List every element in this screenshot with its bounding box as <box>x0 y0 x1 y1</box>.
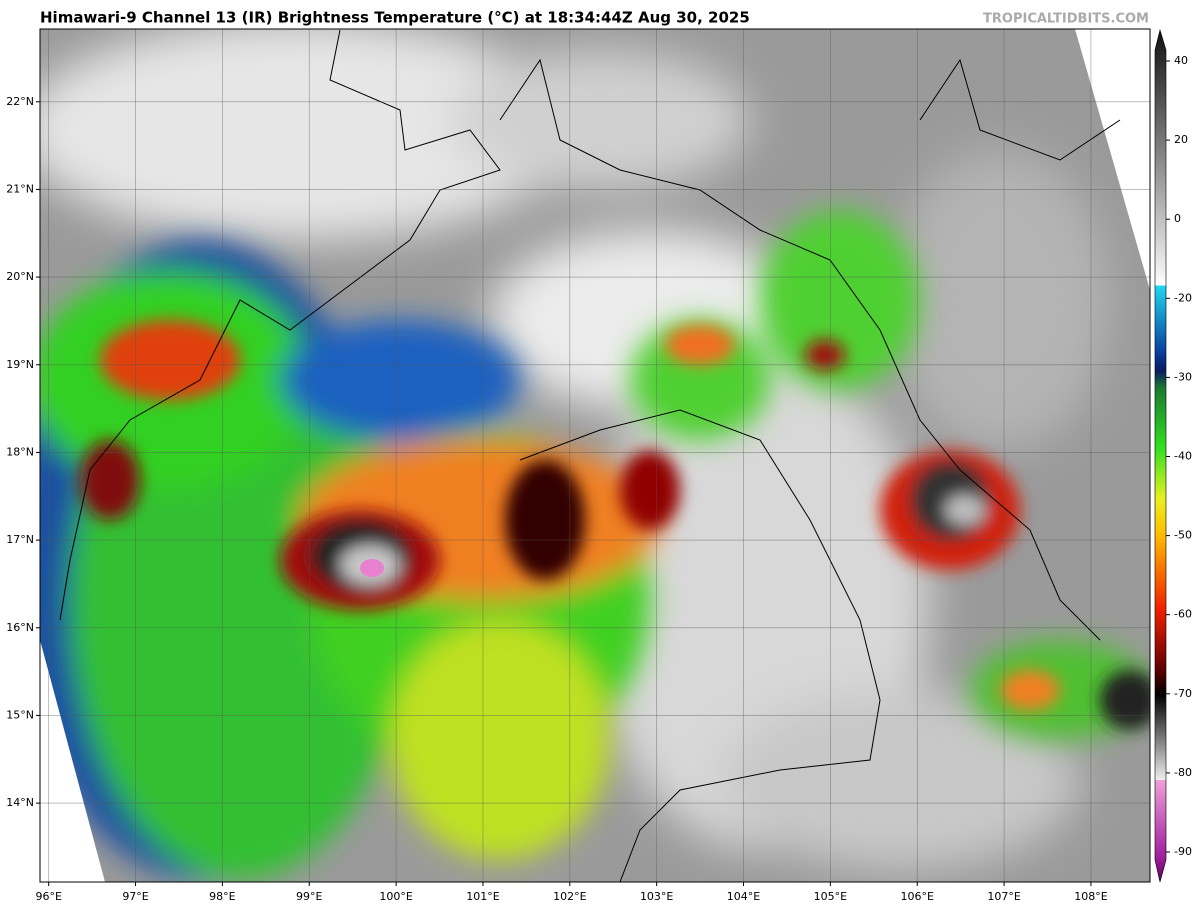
colorbar-label: -80 <box>1174 766 1192 779</box>
colorbar-label: -90 <box>1174 845 1192 858</box>
lat-label: 17°N <box>6 533 34 546</box>
colorbar-label: 20 <box>1174 133 1188 146</box>
colorbar <box>1154 28 1167 883</box>
lon-label: 102°E <box>553 890 586 903</box>
lat-label: 18°N <box>6 445 34 458</box>
lon-label: 108°E <box>1074 890 1107 903</box>
colorbar-label: -50 <box>1174 529 1192 542</box>
colorbar-label: -70 <box>1174 687 1192 700</box>
colorbar-label: -40 <box>1174 450 1192 463</box>
lon-label: 104°E <box>727 890 760 903</box>
lon-label: 101°E <box>466 890 499 903</box>
colorbar-label: -60 <box>1174 608 1192 621</box>
lat-label: 15°N <box>6 708 34 721</box>
lon-label: 96°E <box>35 890 61 903</box>
lat-label: 20°N <box>6 270 34 283</box>
colorbar-label: -20 <box>1174 291 1192 304</box>
colorbar-label: 0 <box>1174 212 1181 225</box>
lat-label: 14°N <box>6 796 34 809</box>
lon-label: 106°E <box>901 890 934 903</box>
map-frame <box>39 28 1151 883</box>
lon-label: 103°E <box>640 890 673 903</box>
lon-label: 97°E <box>122 890 148 903</box>
colorbar-label: -30 <box>1174 370 1192 383</box>
lon-label: 105°E <box>814 890 847 903</box>
title: Himawari-9 Channel 13 (IR) Brightness Te… <box>40 9 750 27</box>
lon-label: 107°E <box>987 890 1020 903</box>
lat-label: 22°N <box>6 95 34 108</box>
lat-label: 19°N <box>6 358 34 371</box>
lon-label: 100°E <box>379 890 412 903</box>
colorbar-label: 40 <box>1174 54 1188 67</box>
lon-label: 99°E <box>296 890 322 903</box>
watermark: TROPICALTIDBITS.COM <box>983 12 1149 27</box>
lat-label: 16°N <box>6 621 34 634</box>
lat-label: 21°N <box>6 182 34 195</box>
lon-label: 98°E <box>209 890 235 903</box>
satellite-image <box>40 29 1150 882</box>
